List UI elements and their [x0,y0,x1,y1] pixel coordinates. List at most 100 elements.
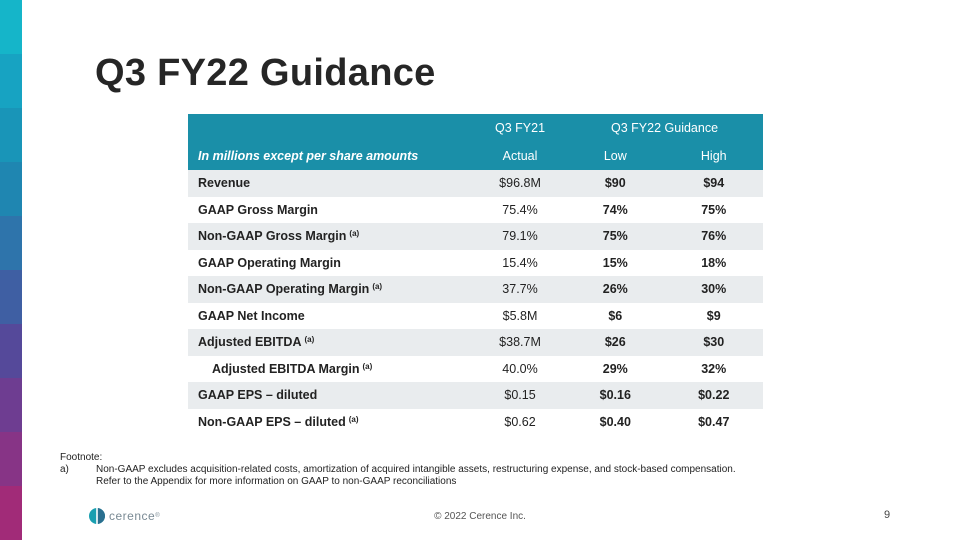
table-row: Revenue $96.8M $90 $94 [188,170,763,197]
row-high: 18% [701,255,727,270]
cerence-logo: cerence ® [88,507,160,525]
row-high: $0.22 [664,382,763,409]
row-actual: 79.1% [474,223,567,250]
row-low: 74% [602,202,628,217]
row-label: Adjusted EBITDA (a) [188,329,474,356]
row-actual: $0.62 [504,414,536,429]
row-high: $94 [664,170,763,197]
row-label-text: GAAP Operating Margin [198,255,341,270]
row-label: Non-GAAP EPS – diluted (a) [188,409,474,436]
row-low: 15% [602,255,628,270]
table-header-row: Q3 FY21 Q3 FY22 Guidance [188,114,763,142]
row-label-text: GAAP Net Income [198,308,305,323]
row-actual: 40.0% [502,361,538,376]
row-high: $0.47 [698,414,730,429]
row-label: GAAP EPS – diluted [188,382,474,409]
color-bar-segment [0,0,22,54]
color-bar-segment [0,162,22,216]
cerence-logo-icon [89,508,105,524]
row-low: $6 [608,308,623,323]
color-bar-segment [0,54,22,108]
color-bar-segment [0,270,22,324]
row-low: $26 [566,329,665,356]
footnote-marker: (a) [372,282,383,292]
row-label: GAAP Gross Margin [188,197,474,224]
table-row: GAAP Net Income $5.8M $6 $9 [188,303,763,330]
table-row: GAAP Operating Margin 15.4% 15% 18% [188,250,763,277]
header-q3fy21: Q3 FY21 [474,114,567,142]
header-high: High [664,142,763,170]
row-low: 29% [602,361,628,376]
row-high: 75% [701,202,727,217]
row-actual: 75.4% [502,202,538,217]
footnote-marker: (a) [349,229,360,239]
row-label: Non-GAAP Operating Margin (a) [188,276,474,303]
row-high: $9 [706,308,721,323]
table-row: Non-GAAP EPS – diluted (a) $0.62 $0.40 $0… [188,409,763,436]
header-q3fy22-guidance: Q3 FY22 Guidance [566,114,763,142]
footnote-mark: a) [60,464,69,475]
table-row: Adjusted EBITDA (a) $38.7M $26 $30 [188,329,763,356]
row-label: Adjusted EBITDA Margin (a) [188,356,474,383]
table-subheader-row: In millions except per share amounts Act… [188,142,763,170]
row-actual: 15.4% [502,255,538,270]
footnote-marker: (a) [348,414,359,424]
row-label-text: GAAP EPS – diluted [198,388,318,403]
footnote-line: Refer to the Appendix for more informati… [96,476,457,487]
footnote: Footnote: a) Non-GAAP excludes acquisiti… [60,452,736,488]
row-low: 26% [566,276,665,303]
table-row: GAAP EPS – diluted $0.15 $0.16 $0.22 [188,382,763,409]
row-actual: $38.7M [474,329,567,356]
row-label: Revenue [188,170,474,197]
copyright: © 2022 Cerence Inc. [434,511,526,522]
row-low: 75% [566,223,665,250]
table-row: Non-GAAP Operating Margin (a) 37.7% 26% 3… [188,276,763,303]
color-bar-segment [0,216,22,270]
row-label-text: Adjusted EBITDA Margin [212,361,360,376]
row-actual: 37.7% [474,276,567,303]
row-low: $0.16 [566,382,665,409]
row-high: 30% [664,276,763,303]
table-row: Non-GAAP Gross Margin (a) 79.1% 75% 76% [188,223,763,250]
row-label-text: Adjusted EBITDA [198,335,302,350]
header-units-label: In millions except per share amounts [188,142,474,170]
header-blank [188,114,474,142]
footnote-heading: Footnote: [60,452,103,463]
page-number: 9 [884,509,891,521]
footnote-marker: (a) [362,361,373,371]
row-actual: $5.8M [502,308,538,323]
row-label-text: Non-GAAP Gross Margin [198,229,347,244]
color-bar-segment [0,432,22,486]
row-high: 76% [664,223,763,250]
header-low: Low [566,142,665,170]
footnote-marker: (a) [304,335,315,345]
row-label-text: Non-GAAP Operating Margin [198,282,370,297]
logo-wordmark: cerence [109,509,156,523]
row-label: GAAP Net Income [188,303,474,330]
color-bar-segment [0,486,22,540]
row-high: 32% [701,361,727,376]
color-bar-segment [0,108,22,162]
footnote-item: a) Non-GAAP excludes acquisition-related… [60,464,736,488]
table-row: GAAP Gross Margin 75.4% 74% 75% [188,197,763,224]
row-label-text: Non-GAAP EPS – diluted [198,414,346,429]
row-low: $90 [566,170,665,197]
row-actual: $96.8M [474,170,567,197]
table-row: Adjusted EBITDA Margin (a) 40.0% 29% 32% [188,356,763,383]
row-label-text: Revenue [198,176,251,191]
color-bar-segment [0,378,22,432]
page-title: Q3 FY22 Guidance [95,52,436,94]
row-low: $0.40 [599,414,631,429]
row-label: Non-GAAP Gross Margin (a) [188,223,474,250]
decorative-color-bar [0,0,22,540]
footnote-line: Non-GAAP excludes acquisition-related co… [96,464,736,475]
logo-trademark: ® [155,513,160,519]
color-bar-segment [0,324,22,378]
header-actual: Actual [474,142,567,170]
footnote-text: Non-GAAP excludes acquisition-related co… [96,464,736,488]
row-high: $30 [664,329,763,356]
row-actual: $0.15 [474,382,567,409]
guidance-table: Q3 FY21 Q3 FY22 Guidance In millions exc… [188,114,763,435]
row-label-text: GAAP Gross Margin [198,202,318,217]
row-label: GAAP Operating Margin [188,250,474,277]
